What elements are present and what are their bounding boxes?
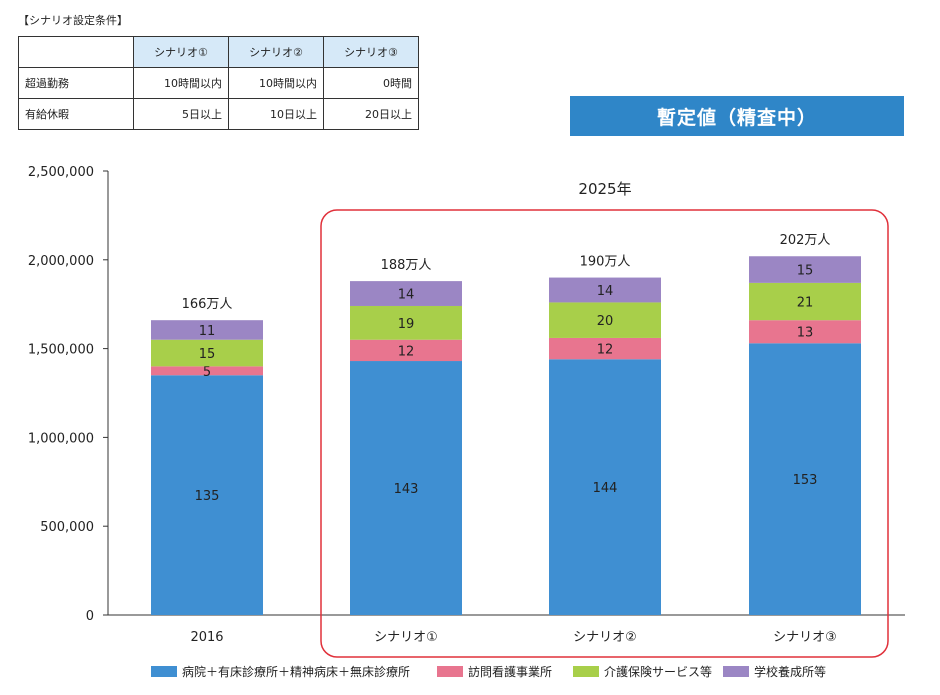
bar-value-label: 153 — [793, 473, 818, 488]
y-tick-label: 500,000 — [40, 520, 94, 535]
x-tick-label: シナリオ③ — [773, 630, 837, 645]
row-label-paid-leave: 有給休暇 — [18, 98, 134, 130]
table-cell: 5日以上 — [133, 98, 229, 130]
bar-value-label: 143 — [394, 482, 419, 497]
bar-value-label: 15 — [199, 347, 216, 362]
bar-value-label: 14 — [398, 288, 415, 303]
table-cell: 10時間以内 — [133, 67, 229, 99]
bar-value-label: 135 — [195, 489, 220, 504]
bar-segment — [151, 339, 263, 367]
bar-segment — [350, 305, 462, 340]
provisional-banner: 暫定値（精査中） — [570, 96, 904, 136]
bar-segment — [350, 281, 462, 306]
bar-value-label: 19 — [398, 317, 415, 332]
conditions-title: 【シナリオ設定条件】 — [18, 14, 128, 27]
bar-value-label: 21 — [797, 296, 814, 311]
bar-segment — [549, 277, 661, 303]
table-cell: 10日以上 — [228, 98, 324, 130]
legend-label: 学校養成所等 — [754, 664, 826, 679]
bar-segment — [749, 320, 861, 344]
bar-segment — [151, 375, 263, 615]
group-highlight-box — [320, 209, 889, 658]
bar-value-label: 20 — [597, 314, 614, 329]
bar-value-label: 5 — [203, 365, 211, 380]
bar-value-label: 144 — [593, 481, 618, 496]
legend-swatch — [723, 666, 749, 677]
bar-segment — [151, 366, 263, 376]
bar-value-label: 12 — [597, 343, 614, 358]
bar-total-label: 190万人 — [580, 255, 631, 270]
bar-value-label: 14 — [597, 284, 614, 299]
bar-segment — [350, 339, 462, 362]
legend-label: 病院＋有床診療所＋精神病床＋無床診療所 — [182, 664, 410, 679]
group-label: 2025年 — [578, 180, 631, 198]
y-tick-label: 2,000,000 — [28, 254, 94, 269]
bar-value-label: 15 — [797, 264, 814, 279]
table-cell: 20日以上 — [323, 98, 419, 130]
scenario-conditions-table: シナリオ① シナリオ② シナリオ③ 超過勤務 10時間以内 10時間以内 0時間… — [18, 36, 419, 130]
bar-value-label: 11 — [199, 324, 216, 339]
table-header-scenario-3: シナリオ③ — [323, 36, 419, 68]
y-tick-label: 1,500,000 — [28, 343, 94, 358]
bar-segment — [350, 361, 462, 615]
bar-value-label: 13 — [797, 326, 814, 341]
x-tick-label: 2016 — [190, 630, 223, 645]
bar-value-label: 12 — [398, 344, 415, 359]
y-tick-label: 2,500,000 — [28, 165, 94, 180]
bar-segment — [549, 302, 661, 338]
x-tick-label: シナリオ① — [374, 630, 438, 645]
row-label-overtime: 超過勤務 — [18, 67, 134, 99]
table-row: 超過勤務 10時間以内 10時間以内 0時間 — [18, 67, 419, 99]
bar-total-label: 202万人 — [780, 233, 831, 248]
legend-swatch — [151, 666, 177, 677]
bar-total-label: 188万人 — [381, 258, 432, 273]
table-cell: 10時間以内 — [228, 67, 324, 99]
bar-total-label: 166万人 — [182, 297, 233, 312]
bar-segment — [749, 256, 861, 283]
bar-segment — [549, 337, 661, 360]
table-cell: 0時間 — [323, 67, 419, 99]
y-tick-label: 1,000,000 — [28, 431, 94, 446]
x-tick-label: シナリオ② — [573, 630, 637, 645]
y-tick-label: 0 — [86, 609, 94, 624]
legend-swatch — [573, 666, 599, 677]
bar-segment — [749, 282, 861, 321]
legend-swatch — [437, 666, 463, 677]
table-row: 有給休暇 5日以上 10日以上 20日以上 — [18, 98, 419, 130]
bar-segment — [151, 320, 263, 340]
bar-segment — [549, 359, 661, 615]
table-header-row: シナリオ① シナリオ② シナリオ③ — [18, 36, 419, 68]
bar-segment — [749, 343, 861, 615]
legend-label: 介護保険サービス等 — [604, 664, 712, 679]
legend-label: 訪問看護事業所 — [468, 664, 552, 679]
